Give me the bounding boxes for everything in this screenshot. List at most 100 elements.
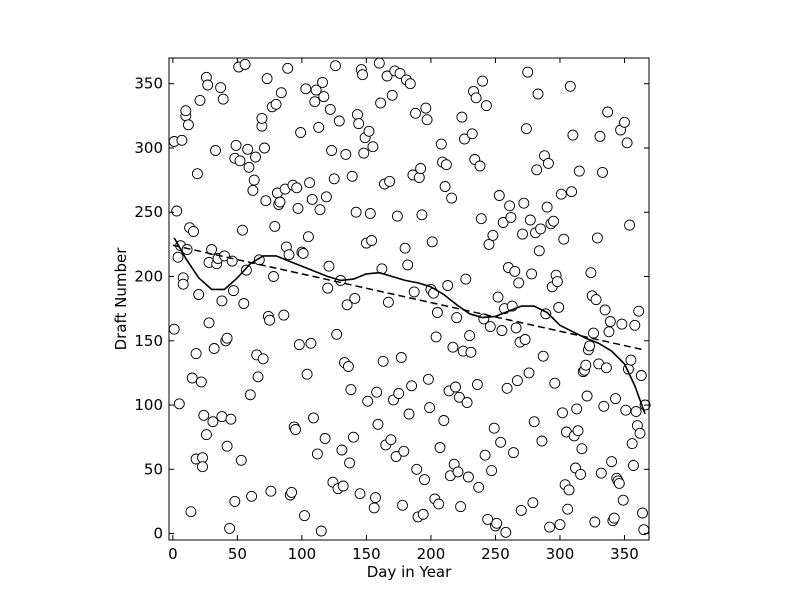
data-point xyxy=(317,76,328,88)
plot-frame xyxy=(168,57,650,541)
data-point xyxy=(397,499,408,511)
data-point xyxy=(619,116,630,128)
data-point xyxy=(473,481,485,493)
data-point xyxy=(505,211,517,223)
data-point xyxy=(590,294,602,306)
data-point xyxy=(434,442,446,453)
data-point xyxy=(185,506,197,518)
data-point xyxy=(598,400,610,412)
data-point xyxy=(368,502,380,514)
data-point xyxy=(459,133,470,145)
data-point xyxy=(318,91,330,103)
data-point xyxy=(278,309,290,321)
data-point xyxy=(630,406,642,417)
data-point xyxy=(576,443,588,455)
data-point xyxy=(341,299,353,311)
data-point xyxy=(575,468,587,480)
data-point xyxy=(415,163,427,174)
data-point xyxy=(313,121,325,133)
data-point xyxy=(200,429,212,441)
data-point xyxy=(319,433,331,444)
data-point xyxy=(500,526,512,538)
data-point xyxy=(198,409,210,421)
data-point xyxy=(433,498,445,510)
x-axis-label: Day in Year xyxy=(367,563,452,581)
data-point xyxy=(197,461,208,473)
data-point xyxy=(551,276,563,288)
data-point xyxy=(491,517,503,529)
data-point xyxy=(291,182,303,194)
data-point xyxy=(597,166,608,178)
data-point xyxy=(172,251,184,263)
points-group xyxy=(168,57,651,538)
data-point xyxy=(411,463,423,475)
data-point xyxy=(372,418,384,430)
data-point xyxy=(501,382,513,394)
data-point xyxy=(558,233,570,245)
data-point xyxy=(520,123,532,135)
data-point xyxy=(610,393,621,405)
data-point xyxy=(243,161,255,173)
data-point xyxy=(191,168,203,180)
data-point xyxy=(628,460,639,471)
data-point xyxy=(391,210,403,222)
data-point xyxy=(197,452,208,464)
x-tick-label: 100 xyxy=(288,545,317,563)
data-point xyxy=(328,173,340,185)
data-point xyxy=(311,448,323,460)
data-point xyxy=(336,444,348,456)
data-point xyxy=(452,466,464,478)
data-point xyxy=(320,191,332,203)
data-point xyxy=(495,436,507,448)
y-axis-label: Draft Number xyxy=(112,247,130,351)
data-point xyxy=(460,273,472,285)
data-point xyxy=(629,319,641,331)
data-point xyxy=(549,377,561,389)
data-point xyxy=(385,434,397,446)
data-point xyxy=(353,118,365,130)
data-point xyxy=(572,425,584,437)
data-point xyxy=(340,148,352,160)
data-point xyxy=(513,277,525,289)
data-point xyxy=(221,440,233,452)
data-point xyxy=(193,289,205,300)
data-point xyxy=(580,359,592,371)
data-point xyxy=(453,391,465,403)
data-point xyxy=(363,125,375,137)
data-point xyxy=(399,242,411,254)
smooth-trend-line xyxy=(173,237,646,415)
data-point xyxy=(180,105,192,117)
data-point xyxy=(373,57,385,69)
data-point xyxy=(270,98,282,110)
data-point xyxy=(246,490,258,502)
data-point xyxy=(634,427,646,439)
y-tick-label: 200 xyxy=(134,268,163,286)
data-point xyxy=(302,231,314,243)
data-point xyxy=(497,217,509,228)
data-point xyxy=(479,449,491,461)
data-point xyxy=(238,298,250,309)
data-point xyxy=(548,215,559,227)
data-point xyxy=(265,485,277,497)
y-tick-label: 350 xyxy=(134,75,163,93)
data-point xyxy=(260,195,272,207)
data-point xyxy=(430,331,442,343)
data-point xyxy=(242,143,254,155)
data-point xyxy=(440,159,452,171)
data-point xyxy=(621,137,633,149)
data-point xyxy=(190,348,202,360)
x-tick-label: 0 xyxy=(168,545,178,563)
data-point xyxy=(171,205,183,217)
data-point xyxy=(431,307,443,318)
data-point xyxy=(564,80,576,92)
data-point xyxy=(381,70,393,82)
data-point xyxy=(362,395,374,407)
data-point xyxy=(604,316,616,327)
data-point xyxy=(229,495,241,507)
data-point xyxy=(398,445,410,457)
x-tick-label: 300 xyxy=(546,545,575,563)
data-point xyxy=(349,292,361,304)
data-point xyxy=(228,285,239,297)
